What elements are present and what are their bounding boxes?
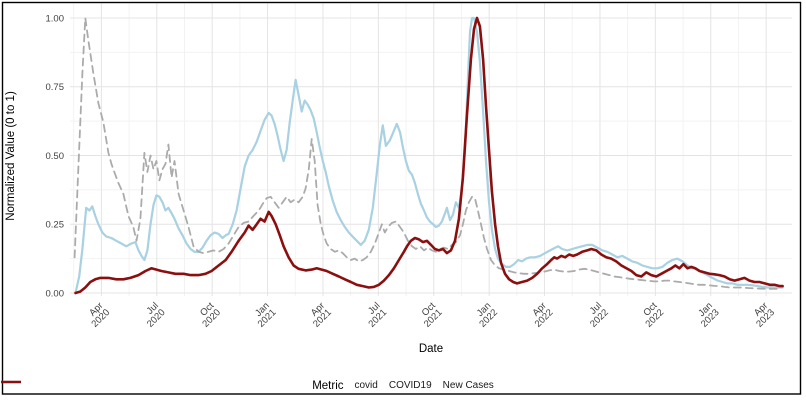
y-axis-title: Normalized Value (0 to 1) bbox=[5, 91, 17, 221]
series-line-new-cases bbox=[74, 16, 784, 295]
legend-label-new-cases: New Cases bbox=[442, 380, 494, 391]
y-tick-label: 1.00 bbox=[46, 13, 65, 24]
legend-item-covid: covid bbox=[1, 380, 378, 391]
series-line-covid19 bbox=[73, 17, 781, 290]
y-tick-label: 0.50 bbox=[46, 151, 65, 162]
legend-title: Metric bbox=[312, 379, 344, 392]
legend-key-new-cases bbox=[1, 380, 21, 384]
y-tick-label: 0.00 bbox=[46, 288, 65, 299]
y-tick-label: 0.75 bbox=[46, 82, 65, 93]
x-axis-title: Date bbox=[419, 343, 443, 355]
legend-label-covid19: COVID19 bbox=[388, 380, 432, 391]
legend-item-covid19: COVID19 bbox=[1, 380, 432, 391]
figure-border bbox=[1, 1, 802, 395]
series-line-covid bbox=[74, 16, 784, 295]
legend-item-new-cases: New Cases bbox=[1, 380, 494, 391]
legend-label-covid: covid bbox=[354, 380, 378, 391]
y-tick-label: 0.25 bbox=[46, 220, 65, 231]
legend: Metric covid COVID19 New Cases bbox=[0, 378, 806, 393]
